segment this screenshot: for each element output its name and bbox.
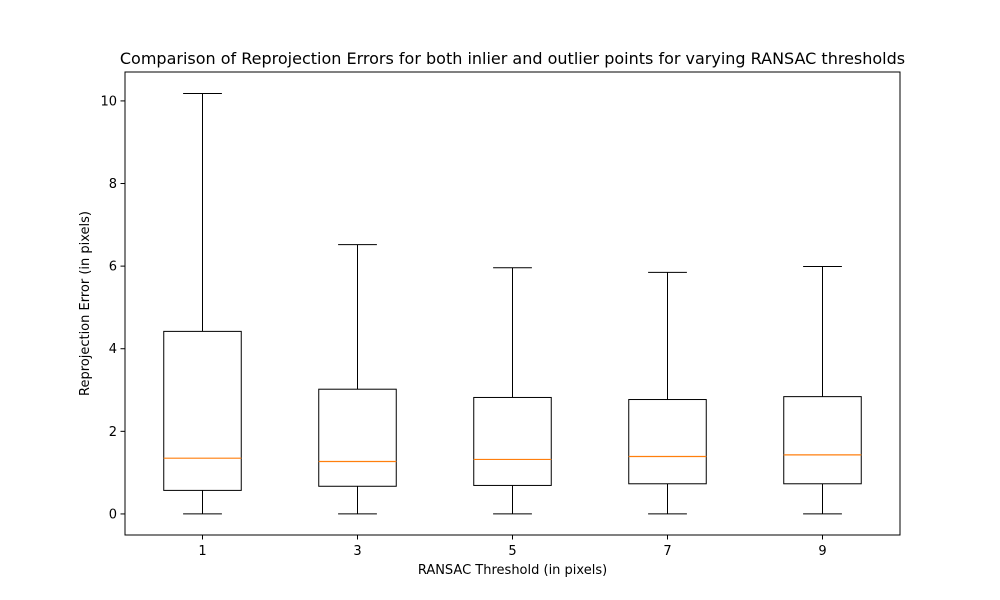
box [783,396,862,485]
x-tick-label: 3 [353,544,361,559]
box [473,396,552,486]
y-tick-label: 0 [109,507,117,522]
y-axis-label: Reprojection Error (in pixels) [78,211,93,396]
x-axis-label: RANSAC Threshold (in pixels) [418,563,607,578]
y-tick-label: 8 [109,177,117,192]
x-tick-label: 7 [663,544,671,559]
x-tick-label: 5 [508,544,516,559]
x-tick-label: 1 [198,544,206,559]
y-tick-label: 4 [109,342,117,357]
box [318,388,397,487]
x-tick-label: 9 [818,544,826,559]
y-tick-label: 2 [109,425,117,440]
y-tick-label: 6 [109,260,117,275]
box [163,330,242,491]
box [628,399,707,485]
y-tick-label: 10 [100,94,117,109]
chart-title: Comparison of Reprojection Errors for bo… [120,49,905,68]
